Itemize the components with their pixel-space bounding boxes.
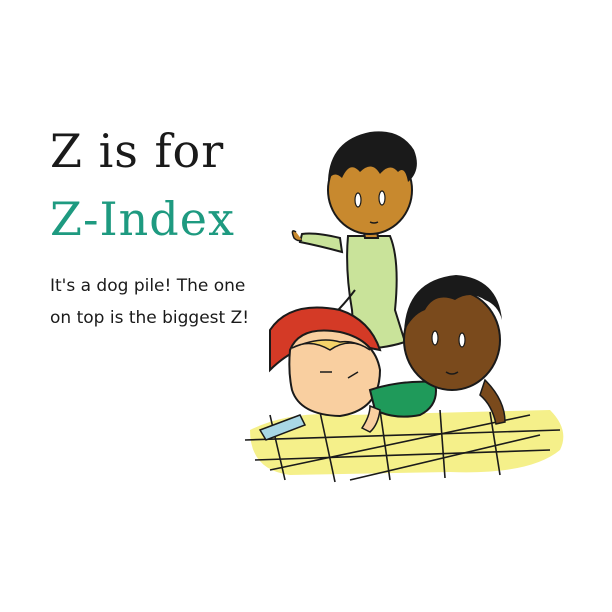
floor-mat [244, 409, 564, 483]
boy-right [403, 275, 506, 425]
dog-pile-illustration [244, 131, 564, 483]
caption-line-1: It's a dog pile! The one [50, 276, 246, 296]
boy-top [291, 131, 417, 350]
boy-red-cap [258, 306, 437, 441]
caption: It's a dog pile! The one on top is the b… [50, 270, 300, 334]
page-subtitle-zindex: Z-Index [50, 192, 235, 246]
caption-line-2: on top is the biggest Z! [50, 308, 250, 328]
page-title: Z is for [50, 124, 225, 178]
